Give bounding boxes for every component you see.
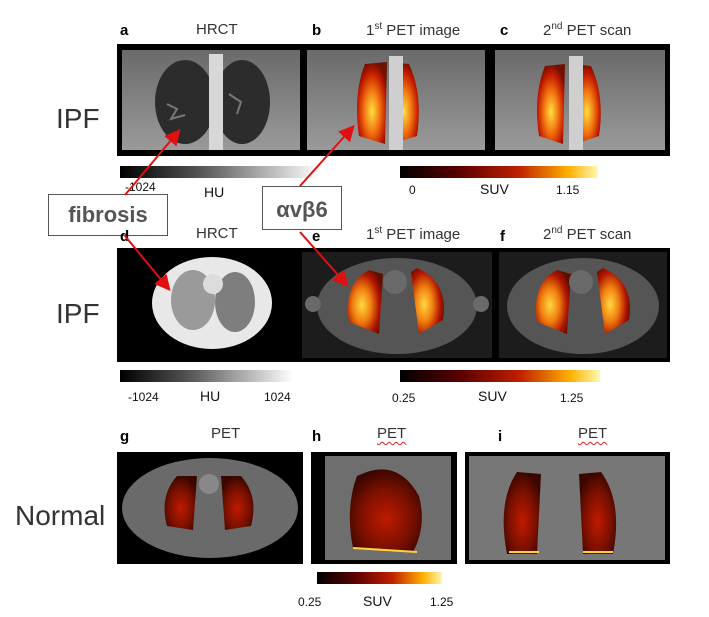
panel-letter-g: g bbox=[120, 428, 130, 445]
suv-unit-label-1: SUV bbox=[480, 181, 509, 197]
normal-scan-image bbox=[117, 452, 670, 564]
hu-min-label-2: -1024 bbox=[128, 390, 159, 404]
fibrosis-arrow-down bbox=[124, 235, 171, 292]
panel-letter-b: b bbox=[312, 22, 322, 39]
panel-letter-h: h bbox=[312, 428, 322, 445]
suv-colorbar-3 bbox=[317, 572, 442, 584]
row-label-ipf-1: IPF bbox=[56, 103, 100, 134]
panel-title-f: 2nd PET scan bbox=[543, 225, 632, 243]
suv-unit-label-3: SUV bbox=[363, 593, 392, 609]
hu-min-label-1: -1024 bbox=[125, 180, 156, 194]
panel-title-b: 1st PET image bbox=[366, 21, 461, 39]
panel-title-i: PET bbox=[578, 425, 608, 442]
pet-coronal-normal-i bbox=[465, 452, 670, 564]
integrin-arrow-down bbox=[299, 231, 349, 287]
suv-min-label-1: 0 bbox=[409, 183, 416, 197]
suv-max-label-2: 1.25 bbox=[560, 391, 584, 405]
pet-coronal-b bbox=[307, 50, 485, 150]
fibrosis-callout: fibrosis bbox=[48, 194, 168, 236]
axial-scan-image bbox=[152, 252, 667, 358]
panel-title-a: HRCT bbox=[196, 21, 238, 38]
hrct-axial-d bbox=[152, 257, 272, 349]
fibrosis-arrow-up bbox=[124, 128, 181, 196]
pet-coronal-c bbox=[495, 50, 665, 150]
row-label-ipf-2: IPF bbox=[56, 298, 100, 329]
suv-colorbar-2 bbox=[400, 370, 600, 382]
pet-axial-f bbox=[499, 252, 667, 358]
panel-title-e: 1st PET image bbox=[366, 225, 461, 243]
pet-axial-normal-g bbox=[117, 452, 303, 564]
hu-unit-label-1: HU bbox=[204, 184, 225, 200]
coronal-scan-strip bbox=[117, 44, 670, 156]
suv-unit-label-2: SUV bbox=[478, 388, 507, 404]
hrct-coronal-a bbox=[122, 50, 300, 150]
suv-min-label-3: 0.25 bbox=[298, 595, 322, 609]
suv-max-label-1: 1.15 bbox=[556, 183, 580, 197]
integrin-arrow-up bbox=[299, 125, 355, 187]
axial-scan-strip bbox=[117, 248, 670, 362]
hu-max-label-2: 1024 bbox=[264, 390, 291, 404]
hu-colorbar-1 bbox=[120, 166, 320, 178]
panel-letter-i: i bbox=[498, 428, 503, 445]
suv-max-label-3: 1.25 bbox=[430, 595, 454, 609]
integrin-callout: αvβ6 bbox=[262, 186, 342, 230]
panel-letter-c: c bbox=[500, 22, 509, 39]
panel-letter-f: f bbox=[500, 228, 505, 245]
panel-title-h: PET bbox=[377, 425, 407, 442]
suv-min-label-2: 0.25 bbox=[392, 391, 416, 405]
panel-title-c: 2nd PET scan bbox=[543, 21, 632, 39]
panel-letter-e: e bbox=[312, 228, 321, 245]
suv-colorbar-1 bbox=[400, 166, 598, 178]
panel-title-g: PET bbox=[211, 425, 241, 442]
hu-unit-label-2: HU bbox=[200, 388, 221, 404]
row-label-normal: Normal bbox=[15, 500, 106, 531]
coronal-scan-image bbox=[122, 50, 665, 150]
pet-sagittal-normal-h bbox=[311, 452, 457, 564]
hu-colorbar-2 bbox=[120, 370, 293, 382]
panel-letter-a: a bbox=[120, 22, 129, 39]
panel-title-d: HRCT bbox=[196, 225, 238, 242]
normal-scan-strip bbox=[117, 452, 670, 564]
